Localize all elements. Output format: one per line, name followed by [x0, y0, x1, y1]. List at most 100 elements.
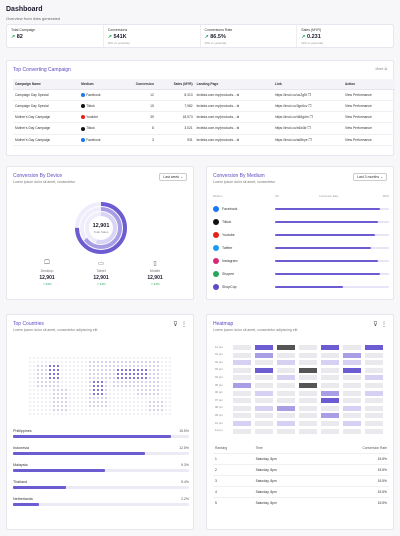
- map-dot: [97, 365, 99, 367]
- map-dot: [61, 385, 63, 387]
- map-dot: [109, 401, 111, 403]
- map-dot: [113, 369, 115, 371]
- map-dot: [101, 389, 103, 391]
- map-dot: [117, 365, 119, 367]
- more-vertical-icon[interactable]: ⋮: [181, 322, 187, 328]
- copy-icon[interactable]: ❐: [309, 115, 313, 120]
- map-dot: [81, 397, 83, 399]
- map-dot: [121, 401, 123, 403]
- country-fill: [13, 469, 105, 472]
- view-performance-link[interactable]: View Performance: [342, 89, 395, 102]
- map-dot: [49, 357, 51, 359]
- map-dot: [53, 377, 55, 379]
- map-dot: [109, 365, 111, 367]
- medium-name: Tiktok: [86, 126, 95, 131]
- col-header: Ranking: [215, 446, 228, 450]
- map-dot: [45, 365, 47, 367]
- map-dot: [33, 385, 35, 387]
- view-performance-link[interactable]: View Performance: [342, 100, 395, 113]
- copy-icon[interactable]: ❐: [308, 104, 312, 109]
- map-dot: [77, 405, 79, 407]
- map-dot: [73, 365, 75, 367]
- map-dot: [153, 377, 155, 379]
- view-performance-link[interactable]: View Performance: [342, 122, 395, 135]
- copy-icon[interactable]: ❐: [307, 126, 311, 131]
- map-dot: [125, 393, 127, 395]
- map-dot: [121, 365, 123, 367]
- external-link-icon[interactable]: ⧉: [236, 115, 240, 120]
- external-link-icon[interactable]: ⧉: [236, 104, 240, 109]
- map-dot: [89, 385, 91, 387]
- map-dot: [29, 393, 31, 395]
- view-performance-link[interactable]: View Performance: [342, 111, 395, 124]
- map-dot: [65, 365, 67, 367]
- map-dot: [45, 397, 47, 399]
- card-description: Lorem ipsum dolor sit amet, consectetur: [13, 180, 76, 184]
- map-dot: [109, 357, 111, 359]
- map-dot: [41, 373, 43, 375]
- copy-icon[interactable]: ❐: [307, 93, 311, 98]
- map-dot: [41, 369, 43, 371]
- heat-cell: [321, 413, 339, 419]
- map-dot: [33, 409, 35, 411]
- view-performance-link[interactable]: View Performance: [342, 134, 395, 146]
- map-dot: [69, 373, 71, 375]
- map-dot: [33, 413, 35, 415]
- map-dot: [153, 409, 155, 411]
- filter-icon[interactable]: ⊽: [373, 322, 378, 328]
- map-dot: [65, 385, 67, 387]
- map-dot: [141, 365, 143, 367]
- period-select[interactable]: Last 3 months ⌄: [353, 173, 387, 181]
- hour-label: 01 pm: [215, 352, 223, 357]
- map-dot: [81, 405, 83, 407]
- map-dot: [133, 413, 135, 415]
- mobile-icon: ▯: [153, 261, 157, 267]
- map-dot: [129, 409, 131, 411]
- col-header: Medium: [79, 79, 119, 90]
- external-link-icon[interactable]: ⧉: [236, 126, 240, 131]
- map-dot: [29, 389, 31, 391]
- more-link[interactable]: More ⧉: [375, 67, 387, 71]
- external-link-icon[interactable]: ⧉: [236, 93, 240, 98]
- filter-icon[interactable]: ⊽: [173, 322, 178, 328]
- external-link-icon[interactable]: ⧉: [236, 137, 240, 142]
- ranking-row: 2 Saturday, 8pm 15.5%: [213, 464, 389, 476]
- medium-name: Youtube: [222, 233, 235, 237]
- map-dot: [41, 393, 43, 395]
- map-dot: [153, 405, 155, 407]
- map-dot: [61, 373, 63, 375]
- map-dot: [105, 413, 107, 415]
- hour-label: 12 pm: [215, 344, 223, 349]
- map-dot: [37, 357, 39, 359]
- map-dot: [137, 385, 139, 387]
- map-dot: [53, 361, 55, 363]
- map-dot: [105, 393, 107, 395]
- map-dot: [125, 373, 127, 375]
- rate: 15.5%: [317, 464, 389, 476]
- map-dot: [85, 393, 87, 395]
- period-select[interactable]: Last week ⌄: [159, 173, 187, 181]
- map-dot: [33, 393, 35, 395]
- map-dot: [141, 373, 143, 375]
- map-dot: [109, 373, 111, 375]
- heat-cell: [277, 367, 295, 373]
- map-dot: [65, 377, 67, 379]
- map-dot: [81, 373, 83, 375]
- map-dot: [117, 385, 119, 387]
- map-dot: [125, 361, 127, 363]
- col-header: Conversion Rate: [362, 446, 387, 450]
- map-dot: [97, 381, 99, 383]
- more-vertical-icon[interactable]: ⋮: [381, 322, 387, 328]
- map-dot: [153, 361, 155, 363]
- map-dot: [149, 397, 151, 399]
- map-dot: [85, 389, 87, 391]
- heat-cell: [299, 398, 317, 404]
- table-row: Mother's Day Campaign Facebook 3 931 lec…: [13, 134, 395, 146]
- map-dot: [73, 381, 75, 383]
- copy-icon[interactable]: ❐: [308, 137, 312, 142]
- map-dot: [93, 377, 95, 379]
- map-dot: [33, 397, 35, 399]
- map-dot: [61, 389, 63, 391]
- map-dot: [137, 405, 139, 407]
- medium-row: Facebook: [213, 204, 389, 214]
